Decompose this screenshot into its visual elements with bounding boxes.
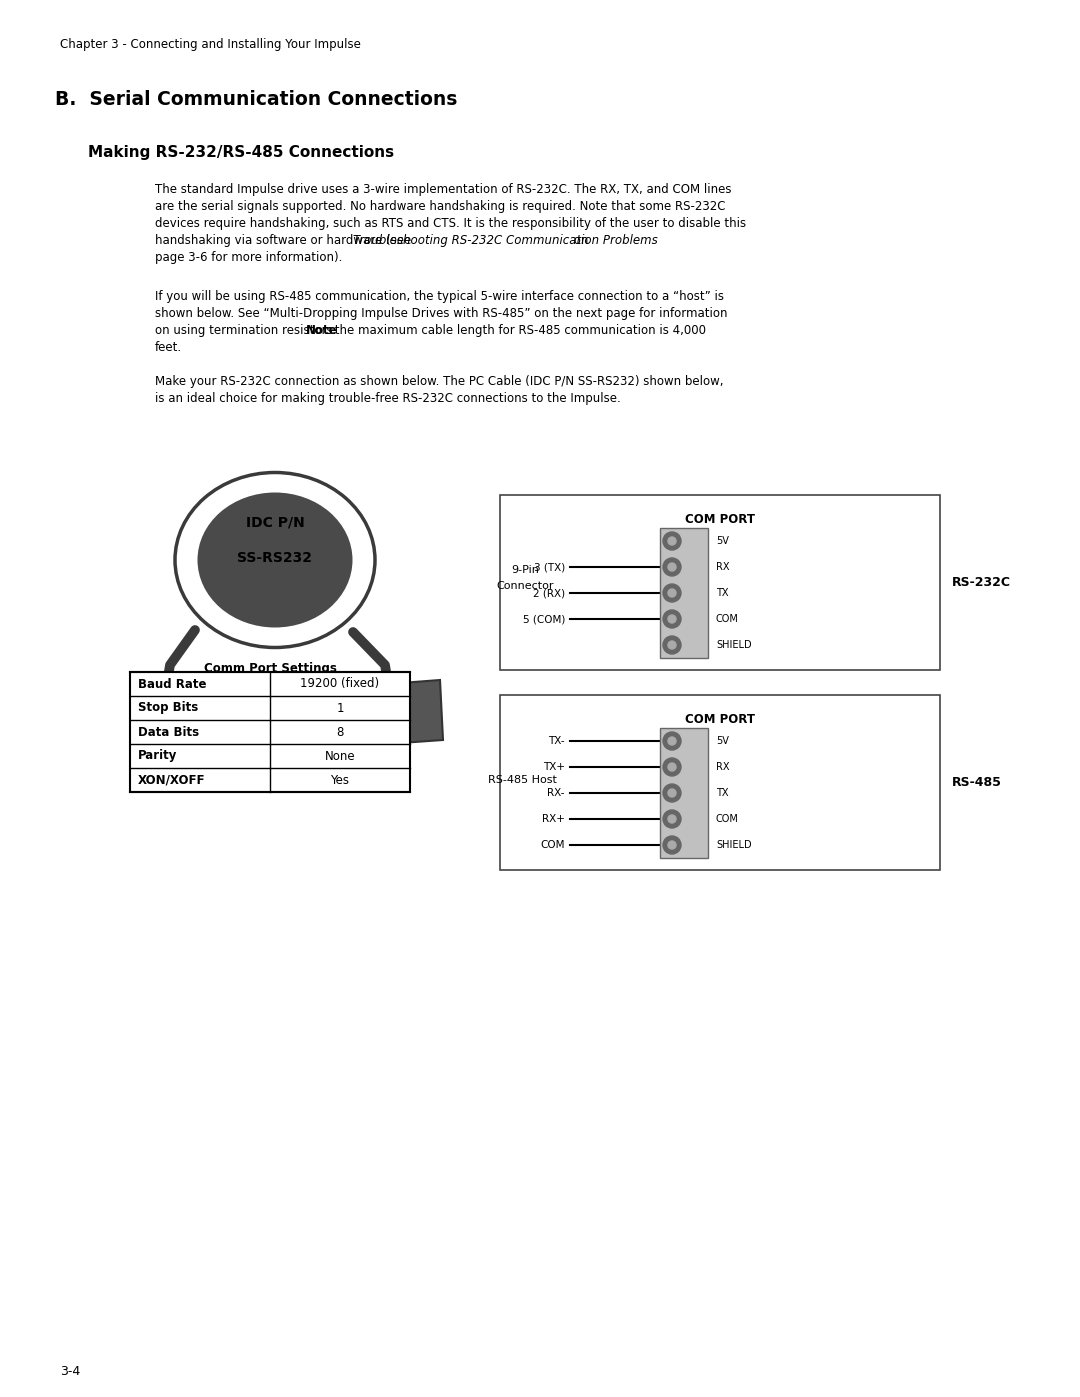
Text: 5 (COM): 5 (COM)	[523, 615, 565, 624]
FancyBboxPatch shape	[143, 683, 189, 742]
Text: RS-485: RS-485	[951, 775, 1002, 789]
Polygon shape	[372, 680, 443, 745]
Text: Note: Note	[306, 324, 338, 337]
Circle shape	[663, 610, 681, 629]
Text: Stop Bits: Stop Bits	[138, 701, 199, 714]
Text: None: None	[325, 750, 355, 763]
Circle shape	[669, 789, 676, 798]
Circle shape	[663, 784, 681, 802]
Circle shape	[663, 532, 681, 550]
Text: If you will be using RS-485 communication, the typical 5-wire interface connecti: If you will be using RS-485 communicatio…	[156, 291, 724, 303]
Text: SS-RS232: SS-RS232	[238, 550, 312, 564]
Text: RX: RX	[716, 761, 729, 773]
Circle shape	[669, 814, 676, 823]
Text: 2 (RX): 2 (RX)	[532, 588, 565, 598]
Text: COM: COM	[540, 840, 565, 849]
Text: devices require handshaking, such as RTS and CTS. It is the responsibility of th: devices require handshaking, such as RTS…	[156, 217, 746, 231]
Text: 1: 1	[336, 701, 343, 714]
Text: is an ideal choice for making trouble-free RS-232C connections to the Impulse.: is an ideal choice for making trouble-fr…	[156, 393, 621, 405]
Text: handshaking via software or hardware (see: handshaking via software or hardware (se…	[156, 235, 415, 247]
Text: : the maximum cable length for RS-485 communication is 4,000: : the maximum cable length for RS-485 co…	[327, 324, 706, 337]
Text: RS-232C/RS-485: RS-232C/RS-485	[225, 683, 315, 693]
Circle shape	[669, 536, 676, 545]
Text: RX-: RX-	[548, 788, 565, 798]
Text: B.  Serial Communication Connections: B. Serial Communication Connections	[55, 89, 457, 109]
Bar	[500, 694, 940, 870]
Text: TX+: TX+	[543, 761, 565, 773]
Text: 5V: 5V	[716, 736, 729, 746]
Text: SHIELD: SHIELD	[716, 640, 752, 650]
Text: TX-: TX-	[549, 736, 565, 746]
Circle shape	[663, 584, 681, 602]
Text: 5V: 5V	[716, 536, 729, 546]
Circle shape	[669, 763, 676, 771]
Text: 3 (TX): 3 (TX)	[534, 562, 565, 571]
Text: RS-485 Host: RS-485 Host	[487, 775, 556, 785]
Circle shape	[663, 636, 681, 654]
Circle shape	[663, 557, 681, 576]
Circle shape	[663, 732, 681, 750]
Text: Connector: Connector	[496, 581, 554, 591]
Text: Baud Rate: Baud Rate	[138, 678, 206, 690]
Text: page 3-6 for more information).: page 3-6 for more information).	[156, 251, 342, 264]
Text: 19200 (fixed): 19200 (fixed)	[300, 678, 379, 690]
Text: 9-Pin: 9-Pin	[511, 564, 539, 576]
Text: Making RS-232/RS-485 Connections: Making RS-232/RS-485 Connections	[87, 145, 394, 161]
Circle shape	[669, 641, 676, 650]
Text: Parity: Parity	[138, 750, 177, 763]
Text: shown below. See “Multi-Dropping Impulse Drives with RS-485” on the next page fo: shown below. See “Multi-Dropping Impulse…	[156, 307, 728, 320]
Text: SHIELD: SHIELD	[716, 840, 752, 849]
Text: Make your RS-232C connection as shown below. The PC Cable (IDC P/N SS-RS232) sho: Make your RS-232C connection as shown be…	[156, 374, 724, 388]
Text: on using termination resistors.: on using termination resistors.	[156, 324, 340, 337]
Text: XON/XOFF: XON/XOFF	[138, 774, 205, 787]
Ellipse shape	[198, 493, 352, 627]
Text: TX: TX	[716, 788, 729, 798]
Text: COM: COM	[716, 615, 739, 624]
Circle shape	[663, 810, 681, 828]
Text: RX: RX	[716, 562, 729, 571]
Text: RS-232C: RS-232C	[951, 576, 1011, 590]
Text: COM: COM	[716, 814, 739, 824]
Text: 3-4: 3-4	[60, 1365, 80, 1377]
Circle shape	[669, 563, 676, 571]
Bar	[660, 528, 708, 658]
Ellipse shape	[175, 472, 375, 647]
Text: IDC P/N: IDC P/N	[245, 515, 305, 529]
Bar	[500, 495, 940, 671]
Text: RX+: RX+	[542, 814, 565, 824]
Circle shape	[663, 835, 681, 854]
Text: COM PORT: COM PORT	[685, 712, 755, 726]
Text: 8: 8	[336, 725, 343, 739]
Bar	[660, 728, 708, 858]
Text: are the serial signals supported. No hardware handshaking is required. Note that: are the serial signals supported. No har…	[156, 200, 726, 212]
Circle shape	[669, 615, 676, 623]
Circle shape	[669, 841, 676, 849]
Text: The standard Impulse drive uses a 3-wire implementation of RS-232C. The RX, TX, : The standard Impulse drive uses a 3-wire…	[156, 183, 731, 196]
Text: Troubleshooting RS-232C Communication Problems: Troubleshooting RS-232C Communication Pr…	[353, 235, 658, 247]
Text: Yes: Yes	[330, 774, 350, 787]
Text: feet.: feet.	[156, 341, 183, 353]
Text: Data Bits: Data Bits	[138, 725, 199, 739]
Text: Chapter 3 - Connecting and Installing Your Impulse: Chapter 3 - Connecting and Installing Yo…	[60, 38, 361, 52]
Text: on: on	[570, 235, 589, 247]
Text: Comm Port Settings: Comm Port Settings	[203, 662, 337, 675]
Circle shape	[669, 590, 676, 597]
Bar	[130, 672, 410, 792]
Circle shape	[669, 738, 676, 745]
Text: TX: TX	[716, 588, 729, 598]
Circle shape	[663, 759, 681, 775]
Text: COM PORT: COM PORT	[685, 513, 755, 527]
